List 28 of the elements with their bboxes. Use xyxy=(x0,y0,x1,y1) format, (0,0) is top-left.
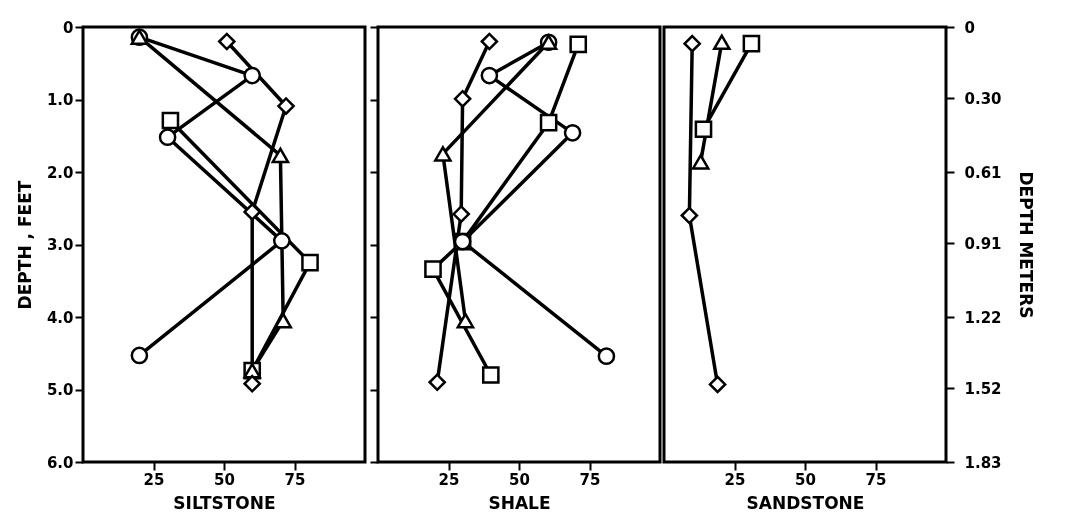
x-tick-label: 75 xyxy=(579,470,601,489)
x-tick-label: 75 xyxy=(865,470,887,489)
y-tick-label: 2.0 xyxy=(46,163,74,182)
y2-tick-label: 1.83 xyxy=(964,453,1002,472)
y2-tick-label: 0 xyxy=(964,18,975,37)
x-tick-label: 25 xyxy=(143,470,165,489)
y2-tick-label: 1.22 xyxy=(964,308,1002,327)
x-axis-title: SILTSTONE xyxy=(173,492,276,513)
x-tick-label: 50 xyxy=(509,470,530,489)
x-axis-title: SANDSTONE xyxy=(746,492,865,513)
x-axis-title: SHALE xyxy=(488,492,551,513)
y2-tick-label: 1.52 xyxy=(964,379,1002,398)
y2-tick-label: 0.61 xyxy=(964,163,1002,182)
y-tick-label: 5.0 xyxy=(46,381,74,399)
x-tick-label: 50 xyxy=(214,470,235,489)
y-tick-label: 6.0 xyxy=(46,453,74,472)
x-tick-label: 25 xyxy=(438,470,460,489)
y-tick-label: 3.0 xyxy=(46,236,74,254)
x-tick-label: 75 xyxy=(284,470,306,489)
y-tick-label: 0 xyxy=(63,18,74,37)
y2-tick-label: 0.30 xyxy=(964,89,1002,108)
y2-tick-label: 0.91 xyxy=(964,234,1002,253)
x-tick-label: 50 xyxy=(795,470,816,489)
y-tick-label: 4.0 xyxy=(46,308,74,327)
x-tick-label: 25 xyxy=(724,470,746,489)
y-tick-label: 1.0 xyxy=(46,91,74,109)
y-axis-title: DEPTH , FEET xyxy=(14,180,35,310)
y2-axis-title: DEPTH METERS xyxy=(1015,171,1036,319)
